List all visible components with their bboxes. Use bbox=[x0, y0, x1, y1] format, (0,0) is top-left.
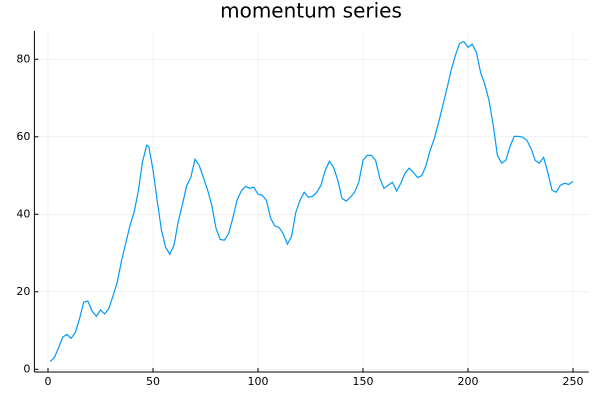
y-tick-label: 80 bbox=[16, 52, 30, 65]
x-tick-label: 50 bbox=[146, 375, 160, 388]
y-tick-label: 40 bbox=[16, 207, 30, 220]
y-tick-label: 60 bbox=[16, 130, 30, 143]
y-tick-label: 20 bbox=[16, 285, 30, 298]
x-tick-label: 150 bbox=[353, 375, 374, 388]
y-tick-label: 0 bbox=[23, 362, 30, 375]
x-tick-label: 0 bbox=[44, 375, 51, 388]
chart-title: momentum series bbox=[220, 0, 402, 23]
x-tick-label: 100 bbox=[247, 375, 268, 388]
x-tick-label: 250 bbox=[563, 375, 584, 388]
line-series bbox=[49, 40, 574, 362]
x-tick-label: 200 bbox=[458, 375, 479, 388]
